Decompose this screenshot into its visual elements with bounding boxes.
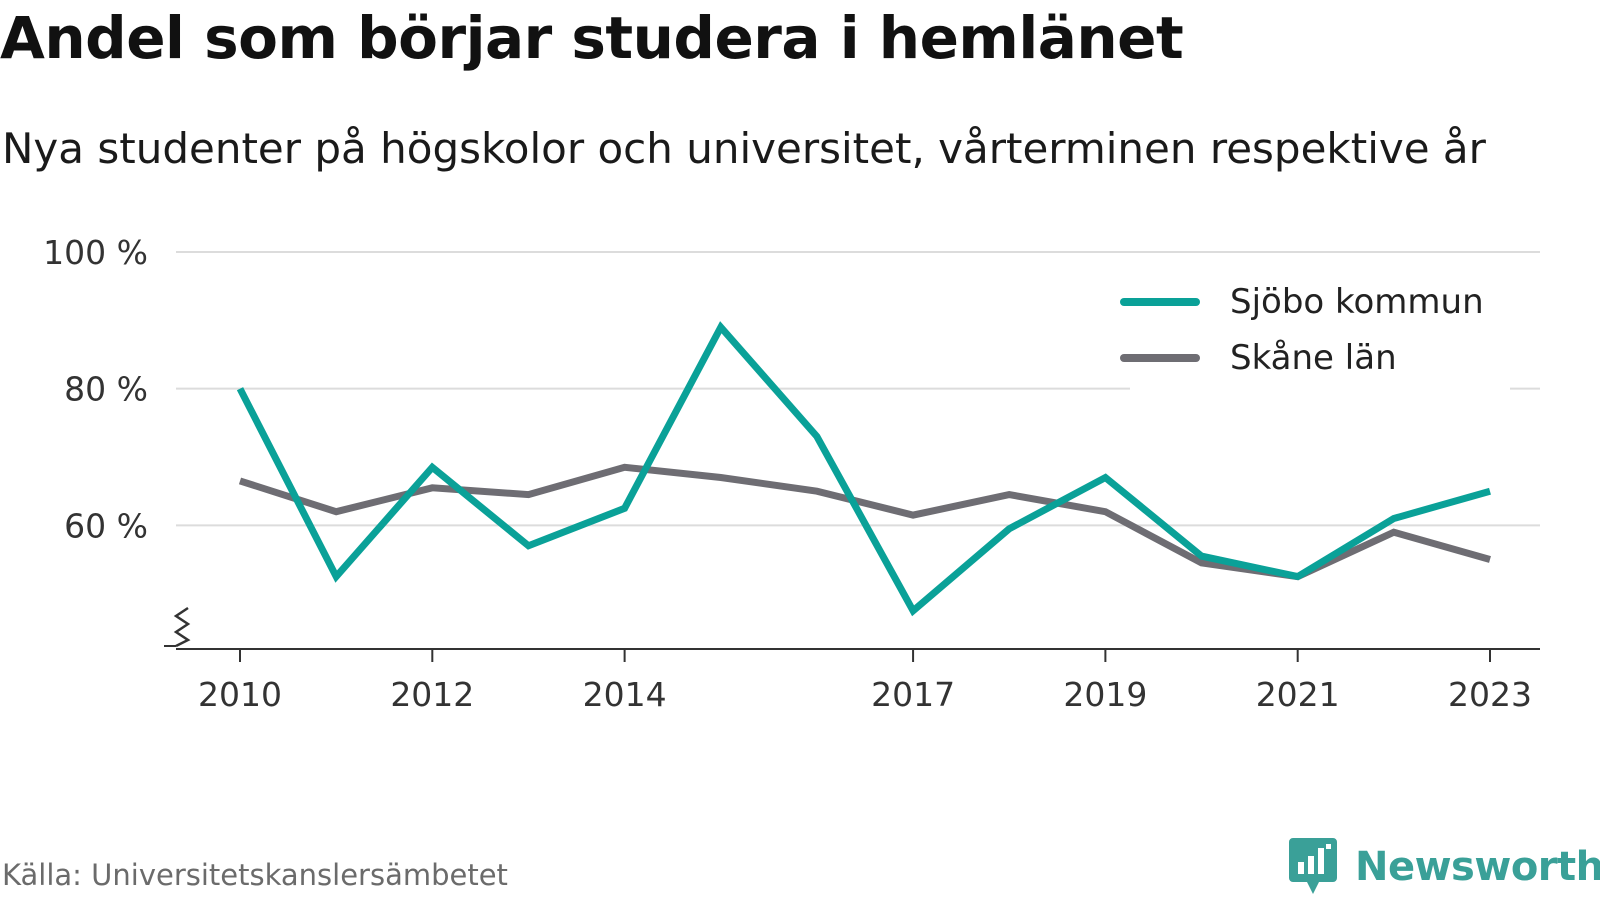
y-tick-label: 100 % bbox=[43, 233, 148, 272]
legend-label-skane: Skåne län bbox=[1230, 338, 1397, 378]
legend-swatch-sjobo bbox=[1120, 298, 1200, 306]
x-tick-label: 2010 bbox=[198, 675, 282, 714]
x-tick-label: 2021 bbox=[1256, 675, 1340, 714]
chart-subtitle: Nya studenter på högskolor och universit… bbox=[2, 124, 1486, 173]
y-tick-label: 80 % bbox=[64, 370, 148, 409]
brand-name: Newsworthy bbox=[1355, 844, 1600, 890]
y-axis-tick-labels: 60 % 80 % 100 % bbox=[43, 233, 148, 545]
x-axis bbox=[164, 606, 1540, 650]
x-tick-label: 2017 bbox=[871, 675, 955, 714]
legend: Sjöbo kommun Skåne län bbox=[1120, 270, 1510, 390]
series-line-sjobo bbox=[236, 321, 1491, 617]
x-axis-ticks: 2010 2012 2014 2017 2019 2021 2023 bbox=[198, 649, 1532, 714]
brand-logo: Newsworthy bbox=[1289, 838, 1600, 896]
y-tick-label: 60 % bbox=[64, 506, 148, 545]
chart-title: Andel som börjar studera i hemlänet bbox=[0, 4, 1184, 72]
series-lines bbox=[236, 321, 1491, 617]
source-note: Källa: Universitetskanslersämbetet bbox=[2, 858, 508, 892]
x-tick-label: 2023 bbox=[1448, 675, 1532, 714]
legend-item-sjobo: Sjöbo kommun bbox=[1120, 282, 1484, 322]
legend-label-sjobo: Sjöbo kommun bbox=[1230, 282, 1484, 322]
x-tick-label: 2014 bbox=[583, 675, 667, 714]
line-chart: 60 %80 %100 % 2010 2012 2014 2017 2019 2021 20… bbox=[43, 233, 1540, 714]
legend-item-skane: Skåne län bbox=[1120, 338, 1397, 378]
x-tick-label: 2012 bbox=[390, 675, 474, 714]
x-tick-label: 2019 bbox=[1063, 675, 1147, 714]
y-axis-break-icon bbox=[173, 606, 191, 648]
newsworthy-logo-icon bbox=[1289, 838, 1337, 894]
legend-swatch-skane bbox=[1120, 354, 1200, 362]
